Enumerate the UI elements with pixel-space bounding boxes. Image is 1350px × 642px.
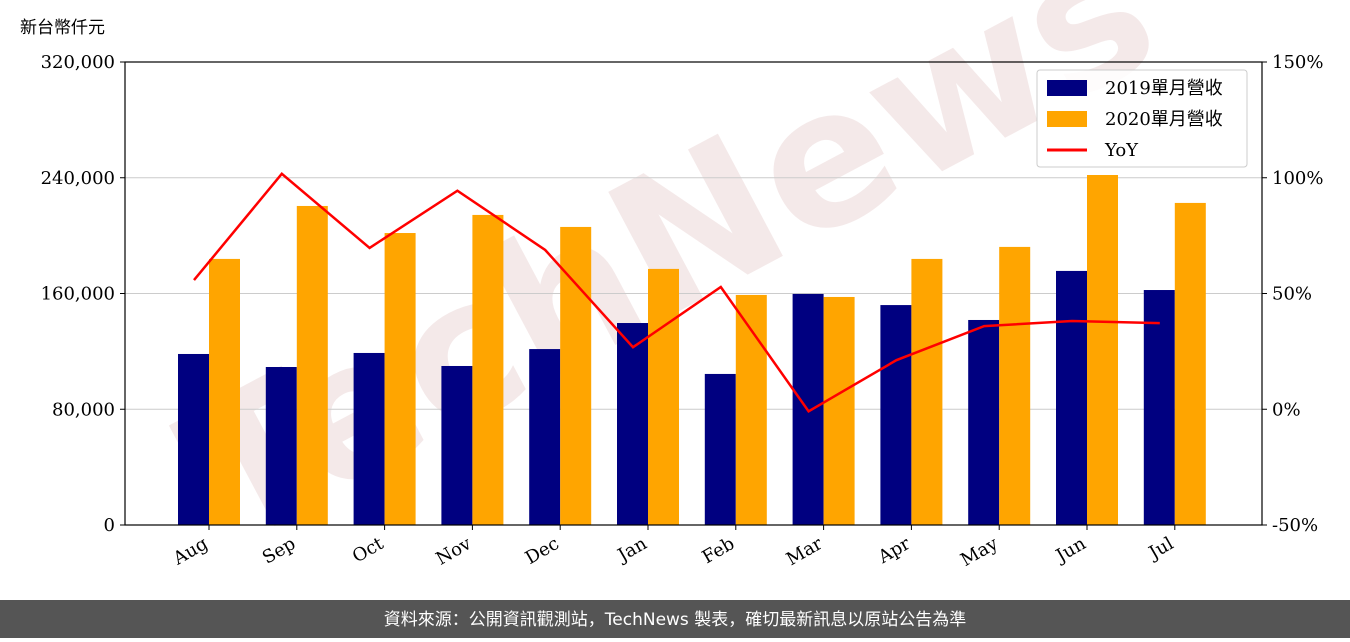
bar [353, 352, 385, 525]
y-tick-label: 320,000 [41, 52, 115, 73]
x-tick-label: Nov [433, 533, 476, 570]
y2-tick-label: 0% [1272, 399, 1301, 420]
y2-tick-label: -50% [1272, 515, 1318, 536]
x-tick-label: Mar [783, 533, 827, 570]
bar [1056, 270, 1087, 525]
x-tick-label: Jan [613, 533, 651, 567]
bar [648, 268, 679, 525]
legend-box [1036, 69, 1248, 168]
line [193, 172, 1160, 413]
bar [735, 294, 767, 525]
bar [617, 323, 648, 525]
y2-tick-label: 100% [1272, 168, 1323, 189]
bar [472, 214, 504, 525]
bar [880, 305, 912, 525]
bar [178, 353, 209, 525]
y-axis-label: 新台幣仟元 [20, 18, 105, 38]
bar [911, 258, 943, 525]
y-tick-label: 160,000 [41, 284, 115, 305]
bar [1087, 175, 1118, 526]
y2-tick-label: 50% [1272, 284, 1312, 305]
x-tick-label: May [957, 533, 1002, 571]
bar [968, 319, 1000, 525]
bar [823, 296, 855, 525]
x-tick-label: Feb [699, 533, 739, 568]
bar [1174, 202, 1206, 525]
bar [265, 367, 297, 525]
bar [209, 258, 240, 525]
bar [296, 205, 328, 526]
bar [529, 349, 561, 525]
source-note: 資料來源：公開資訊觀測站，TechNews 製表，確切最新訊息以原站公告為準 [384, 610, 966, 630]
bar [999, 246, 1031, 525]
legend-label: YoY [1104, 140, 1139, 161]
legend-label: 2020單月營收 [1105, 109, 1223, 130]
legend-label: 2019單月營收 [1105, 78, 1223, 99]
x-tick-label: Oct [349, 533, 388, 568]
x-tick-label: Apr [874, 533, 914, 568]
bar [560, 226, 592, 525]
y-tick-label: 0 [104, 515, 115, 536]
y-tick-label: 240,000 [41, 168, 115, 189]
bar [384, 233, 416, 525]
bar [1143, 290, 1175, 525]
footer-band [0, 600, 1350, 638]
y-tick-label: 80,000 [52, 399, 115, 420]
x-tick-label: Jun [1051, 533, 1090, 568]
bar [441, 365, 473, 525]
y2-tick-label: 150% [1272, 52, 1323, 73]
x-tick-label: Jul [1144, 533, 1178, 565]
plot-frame [124, 61, 1263, 526]
legend-swatch [1047, 111, 1087, 127]
x-tick-label: Dec [522, 533, 563, 569]
bar [704, 373, 736, 525]
x-tick-label: Aug [169, 533, 212, 570]
legend-swatch [1047, 80, 1087, 96]
